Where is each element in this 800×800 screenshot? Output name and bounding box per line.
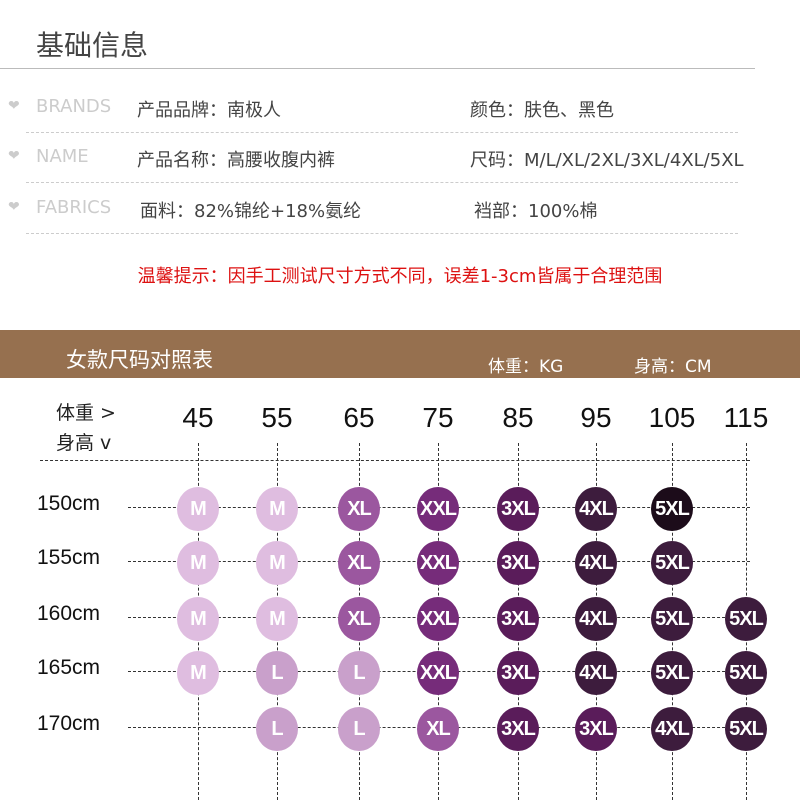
size-badge: M xyxy=(256,487,298,531)
notice-text: 温馨提示：因手工测试尺寸方式不同，误差1-3cm皆属于合理范围 xyxy=(137,266,663,287)
size-badge: M xyxy=(256,597,298,641)
info-tag: FABRICS xyxy=(36,197,112,218)
info-right: 裆部：100%棉 xyxy=(474,201,598,222)
info-left: 产品品牌：南极人 xyxy=(137,100,281,121)
height-axis-label: 身高 v xyxy=(56,432,112,454)
height-row-label: 150cm xyxy=(37,492,101,515)
size-badge: 3XL xyxy=(497,707,539,751)
dashed-divider xyxy=(26,132,738,133)
dashed-divider xyxy=(26,182,738,183)
info-left: 面料：82%锦纶+18%氨纶 xyxy=(140,201,362,222)
weight-column-header: 95 xyxy=(580,402,612,433)
size-badge: L xyxy=(256,651,298,695)
size-badge: 3XL xyxy=(497,651,539,695)
size-badge: M xyxy=(256,541,298,585)
size-badge: XXL xyxy=(417,651,459,695)
size-badge: 5XL xyxy=(651,487,693,531)
size-badge: 5XL xyxy=(725,597,767,641)
size-badge: 3XL xyxy=(575,707,617,751)
size-badge: 5XL xyxy=(725,651,767,695)
height-row-label: 165cm xyxy=(37,656,101,679)
weight-column-header: 75 xyxy=(422,402,454,433)
weight-unit: 体重：KG xyxy=(488,357,564,377)
size-badge: XXL xyxy=(417,541,459,585)
weight-column-header: 65 xyxy=(343,402,375,433)
size-badge: 4XL xyxy=(575,651,617,695)
info-tag: NAME xyxy=(36,146,89,167)
size-badge: M xyxy=(177,541,219,585)
size-chart-header xyxy=(0,330,800,378)
section-title: 基础信息 xyxy=(36,29,149,62)
size-badge: M xyxy=(177,487,219,531)
size-badge: 3XL xyxy=(497,541,539,585)
weight-axis-label: 体重 > xyxy=(56,402,116,424)
divider xyxy=(0,68,755,69)
size-badge: L xyxy=(338,651,380,695)
size-badge: 5XL xyxy=(651,541,693,585)
size-badge: 3XL xyxy=(497,487,539,531)
size-badge: L xyxy=(338,707,380,751)
height-unit: 身高：CM xyxy=(634,357,712,377)
heart-icon: ❤ xyxy=(8,98,20,114)
size-badge: XL xyxy=(338,597,380,641)
height-row-label: 170cm xyxy=(37,712,101,735)
info-right: 尺码：M/L/XL/2XL/3XL/4XL/5XL xyxy=(470,150,744,171)
size-badge: 5XL xyxy=(725,707,767,751)
height-row-label: 155cm xyxy=(37,546,101,569)
header-divider xyxy=(40,460,750,461)
size-chart-title: 女款尺码对照表 xyxy=(66,348,213,372)
size-badge: XL xyxy=(417,707,459,751)
weight-column-header: 105 xyxy=(648,402,696,433)
height-row-label: 160cm xyxy=(37,602,101,625)
size-badge: XXL xyxy=(417,487,459,531)
info-tag: BRANDS xyxy=(36,96,112,117)
size-badge: M xyxy=(177,597,219,641)
size-badge: 4XL xyxy=(575,597,617,641)
size-badge: 5XL xyxy=(651,651,693,695)
size-badge: XL xyxy=(338,541,380,585)
size-badge: 4XL xyxy=(651,707,693,751)
heart-icon: ❤ xyxy=(8,148,20,164)
weight-column-header: 45 xyxy=(182,402,214,433)
weight-column-header: 55 xyxy=(261,402,293,433)
size-badge: XL xyxy=(338,487,380,531)
size-badge: 4XL xyxy=(575,487,617,531)
weight-column-header: 85 xyxy=(502,402,534,433)
size-badge: 4XL xyxy=(575,541,617,585)
dashed-divider xyxy=(26,233,738,234)
size-badge: 3XL xyxy=(497,597,539,641)
info-left: 产品名称：高腰收腹内裤 xyxy=(137,150,335,171)
weight-column-header: 115 xyxy=(723,402,769,433)
info-right: 颜色：肤色、黑色 xyxy=(470,100,614,121)
size-badge: L xyxy=(256,707,298,751)
size-badge: 5XL xyxy=(651,597,693,641)
heart-icon: ❤ xyxy=(8,199,20,215)
size-badge: M xyxy=(177,651,219,695)
size-badge: XXL xyxy=(417,597,459,641)
